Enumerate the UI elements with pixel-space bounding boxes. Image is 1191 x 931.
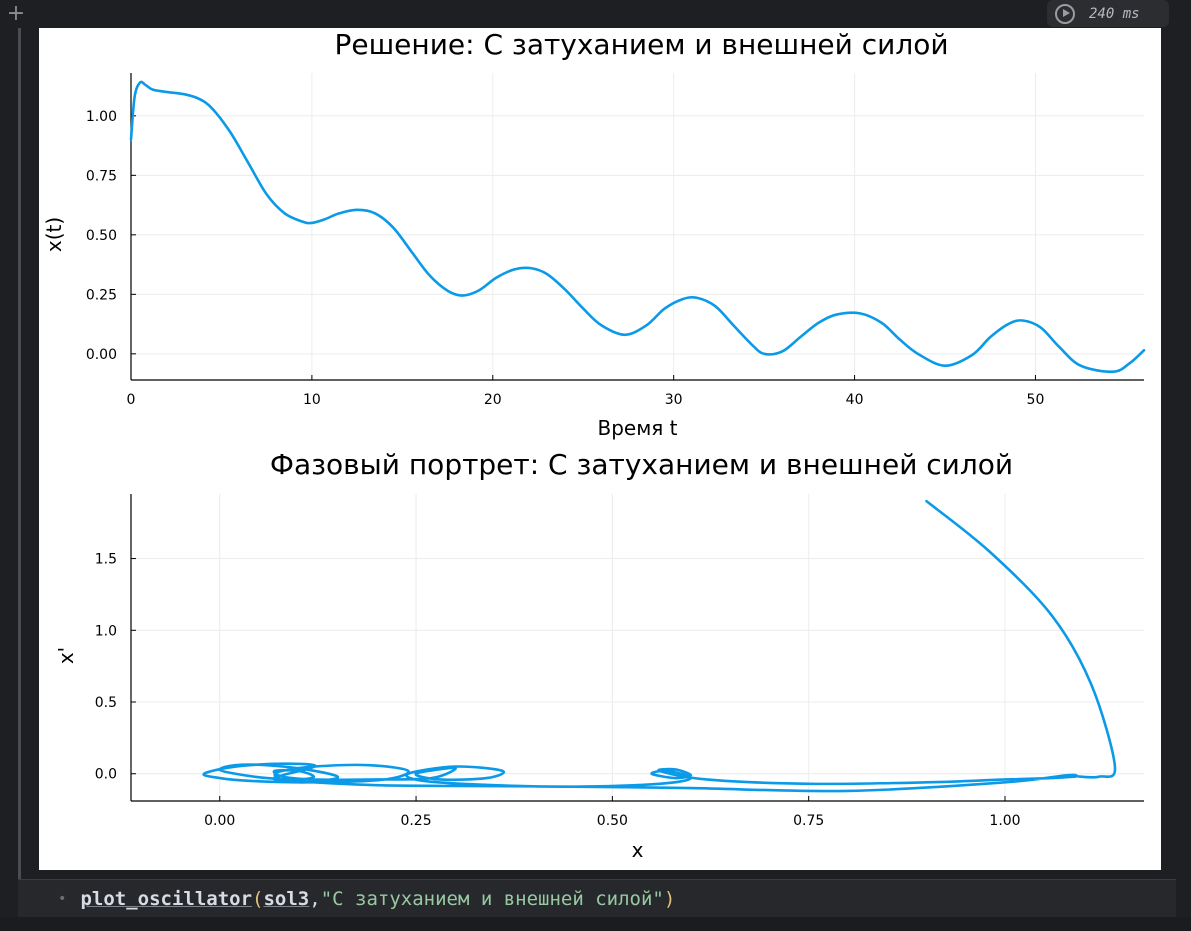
- chart-title: Решение: С затуханием и внешней силой: [334, 28, 948, 61]
- y-axis-label: x(t): [42, 217, 66, 252]
- plots-svg: 0 10 20 30 40 50 0.00 0.25 0.50 0.75 1.00 Решение: …: [42, 28, 1146, 862]
- code-close-paren: ): [663, 888, 676, 910]
- y-tick-label: 1.00: [86, 109, 117, 125]
- series-line: [129, 80, 1146, 374]
- run-time-label: 240 ms: [1089, 5, 1140, 22]
- x-tick-label: 20: [484, 392, 502, 408]
- play-circle-icon[interactable]: [1055, 3, 1075, 24]
- x-axis-label: Время t: [597, 416, 677, 440]
- x-tick-label: 10: [303, 392, 321, 408]
- code-arg-string: "С затуханием и внешней силой": [320, 888, 664, 910]
- y-axis-label: x': [54, 647, 78, 664]
- x-tick-label: 1.00: [989, 813, 1020, 829]
- code-cell[interactable]: • plot_oscillator(sol3, "С затуханием и …: [18, 879, 1176, 918]
- code-comma: ,: [309, 888, 321, 910]
- code-function-name: plot_oscillator: [80, 888, 253, 910]
- y-tick-label: 0.75: [86, 168, 117, 184]
- y-tick-label: 0.50: [86, 228, 117, 244]
- y-tick-label: 0.00: [86, 347, 117, 363]
- chart-solution: 0 10 20 30 40 50 0.00 0.25 0.50 0.75 1.00 Решение: …: [42, 28, 1146, 440]
- x-tick-label: 0.50: [597, 813, 628, 829]
- chart-phase-portrait: 0.00 0.25 0.50 0.75 1.00 0.0 0.5 1.0 1.5 Фазовый …: [54, 448, 1144, 862]
- y-tick-label: 0.0: [95, 767, 117, 783]
- chart-title: Фазовый портрет: С затуханием и внешней …: [270, 448, 1013, 481]
- x-tick-label: 50: [1027, 392, 1045, 408]
- cell-gutter: [18, 28, 21, 930]
- y-tick-label: 0.25: [86, 287, 117, 303]
- plus-icon[interactable]: +: [6, 1, 26, 26]
- y-tick-label: 1.5: [95, 552, 117, 568]
- code-open-paren: (: [252, 888, 264, 910]
- x-axis-label: x: [632, 838, 644, 862]
- bottom-shade: [0, 917, 1191, 931]
- x-tick-label: 40: [846, 392, 864, 408]
- y-tick-label: 1.0: [95, 623, 117, 639]
- x-tick-label: 0.25: [400, 813, 431, 829]
- x-tick-label: 0: [127, 392, 136, 408]
- run-time-badge[interactable]: 240 ms: [1047, 0, 1169, 27]
- code-arg-sol: sol3: [263, 888, 310, 910]
- x-tick-label: 0.75: [793, 813, 824, 829]
- cell-bullet-icon: •: [58, 891, 67, 907]
- x-tick-label: 0.00: [204, 813, 235, 829]
- x-tick-label: 30: [665, 392, 683, 408]
- plot-output: 0 10 20 30 40 50 0.00 0.25 0.50 0.75 1.00 Решение: …: [39, 28, 1161, 870]
- series-line: [202, 499, 1117, 793]
- y-tick-label: 0.5: [95, 695, 117, 711]
